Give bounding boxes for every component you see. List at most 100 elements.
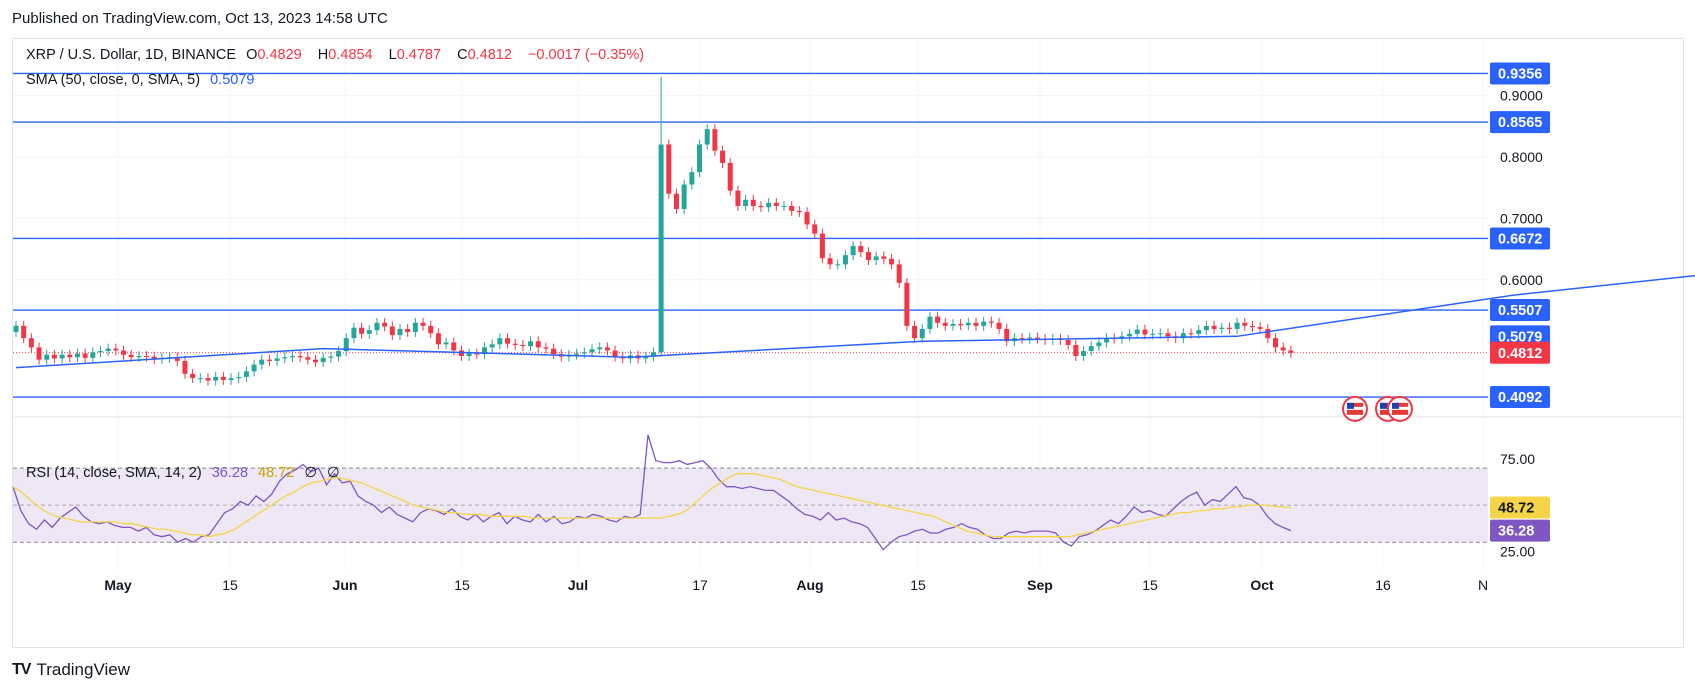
candle-body	[343, 338, 349, 352]
ohlc-close: C0.4812	[457, 47, 518, 63]
candle-body	[942, 322, 948, 326]
candle-body	[1211, 325, 1217, 329]
candle-body	[658, 144, 664, 353]
rsi-ma-value: 48.72	[258, 465, 295, 481]
candle-body	[1157, 333, 1163, 335]
candle-body	[781, 205, 787, 207]
candle-body	[21, 325, 27, 339]
candle-body	[858, 245, 864, 253]
sma-legend: SMA (50, close, 0, SMA, 5) 0.5079	[26, 72, 260, 88]
candle-body	[597, 347, 603, 350]
candle-body	[305, 357, 311, 360]
us-flag-white-stripe	[1392, 406, 1408, 410]
candle-body	[520, 344, 526, 347]
candle-body	[543, 347, 549, 349]
candle-body	[412, 322, 418, 333]
candle-body	[643, 356, 649, 359]
candle-body	[97, 351, 103, 353]
candle-body	[689, 172, 695, 185]
rsi-tick-label: 25.00	[1500, 543, 1535, 559]
candle-body	[1234, 322, 1240, 329]
candle-body	[366, 330, 372, 334]
sma-polyline	[15, 274, 1695, 369]
candle-body	[336, 351, 342, 357]
candle-body	[1142, 329, 1148, 335]
candle-body	[581, 352, 587, 354]
candle-body	[36, 347, 42, 360]
candle-body	[873, 256, 879, 261]
candle-body	[988, 321, 994, 323]
candle-body	[1203, 325, 1209, 331]
rsi-badge-bg	[1490, 519, 1550, 542]
candle-body	[174, 357, 180, 361]
ohlc-l-value: 0.4787	[396, 47, 442, 63]
candle-body	[67, 354, 73, 358]
us-flag-canton	[1380, 402, 1387, 409]
rsi-empty-2: ∅	[327, 465, 340, 481]
time-tick-label: Jun	[333, 577, 358, 593]
candle-body	[443, 342, 449, 345]
candle-body	[1127, 333, 1133, 337]
candle-body	[1019, 338, 1025, 340]
horizontal-levels[interactable]	[13, 72, 1488, 398]
candle-body	[842, 255, 848, 265]
time-tick-label: Jul	[568, 577, 588, 593]
level-badge-bg	[1490, 62, 1550, 85]
rsi-value: 36.28	[211, 465, 249, 481]
candle-body	[151, 356, 157, 360]
candle-body	[1265, 328, 1271, 339]
candle-body	[896, 264, 902, 283]
us-flag-icon[interactable]	[1342, 395, 1368, 422]
candle-body	[673, 193, 679, 210]
candle-body	[666, 144, 672, 194]
us-flag-icon[interactable]	[1387, 395, 1413, 422]
candle-body	[935, 316, 941, 323]
candle-body	[735, 190, 741, 206]
candle-body	[1104, 338, 1110, 343]
time-tick-label: 15	[910, 577, 926, 593]
candle-body	[697, 144, 703, 173]
rsi-label: RSI (14, close, SMA, 14, 2)	[26, 465, 202, 481]
event-flags[interactable]	[1342, 395, 1413, 422]
candle-body	[912, 325, 918, 339]
candle-body	[704, 129, 710, 145]
candle-body	[1188, 333, 1194, 335]
axes: 0.6000 0.7000 0.8000 0.9000 May 15 Jun 15 Jul 17 A…	[104, 87, 1543, 593]
candle-body	[259, 359, 265, 365]
candle-body	[835, 264, 841, 266]
candle-body	[950, 324, 956, 326]
sma-label: SMA (50, close, 0, SMA, 5)	[26, 72, 201, 88]
candle-body	[1081, 351, 1087, 356]
rsi-ma-line	[12, 473, 1291, 538]
candle-body	[1150, 333, 1156, 335]
candle-body	[1096, 342, 1102, 347]
candle-body	[113, 348, 119, 351]
us-flag-white-stripe	[1347, 406, 1363, 410]
candle-body	[865, 252, 871, 261]
sma-badge-label: 0.5079	[1498, 329, 1542, 345]
time-tick-label: 16	[1375, 577, 1391, 593]
candle-body	[44, 354, 50, 360]
candle-body	[59, 354, 65, 359]
candle-body	[927, 316, 933, 329]
level-badge-label: 0.9356	[1498, 66, 1542, 82]
candle-body	[274, 358, 280, 361]
candle-body	[712, 129, 718, 151]
tradingview-brand[interactable]: TV TradingView	[12, 660, 130, 680]
candle-body	[328, 356, 334, 358]
level-badge-bg	[1490, 111, 1550, 134]
candle-body	[297, 355, 303, 358]
candle-body	[720, 150, 726, 163]
candle-body	[505, 338, 511, 344]
candle-body	[359, 327, 365, 334]
candle-body	[827, 258, 833, 265]
candle-body	[197, 378, 203, 380]
symbol-legend: XRP / U.S. Dollar, 1D, BINANCE O0.4829 H…	[26, 47, 650, 63]
candle-body	[105, 348, 111, 352]
candle-body	[535, 341, 541, 348]
tradingview-logo-icon: TV	[12, 661, 31, 678]
candle-body	[466, 353, 472, 356]
symbol-name: XRP / U.S. Dollar, 1D, BINANCE	[26, 47, 237, 63]
ohlc-l-label: L	[388, 47, 397, 63]
